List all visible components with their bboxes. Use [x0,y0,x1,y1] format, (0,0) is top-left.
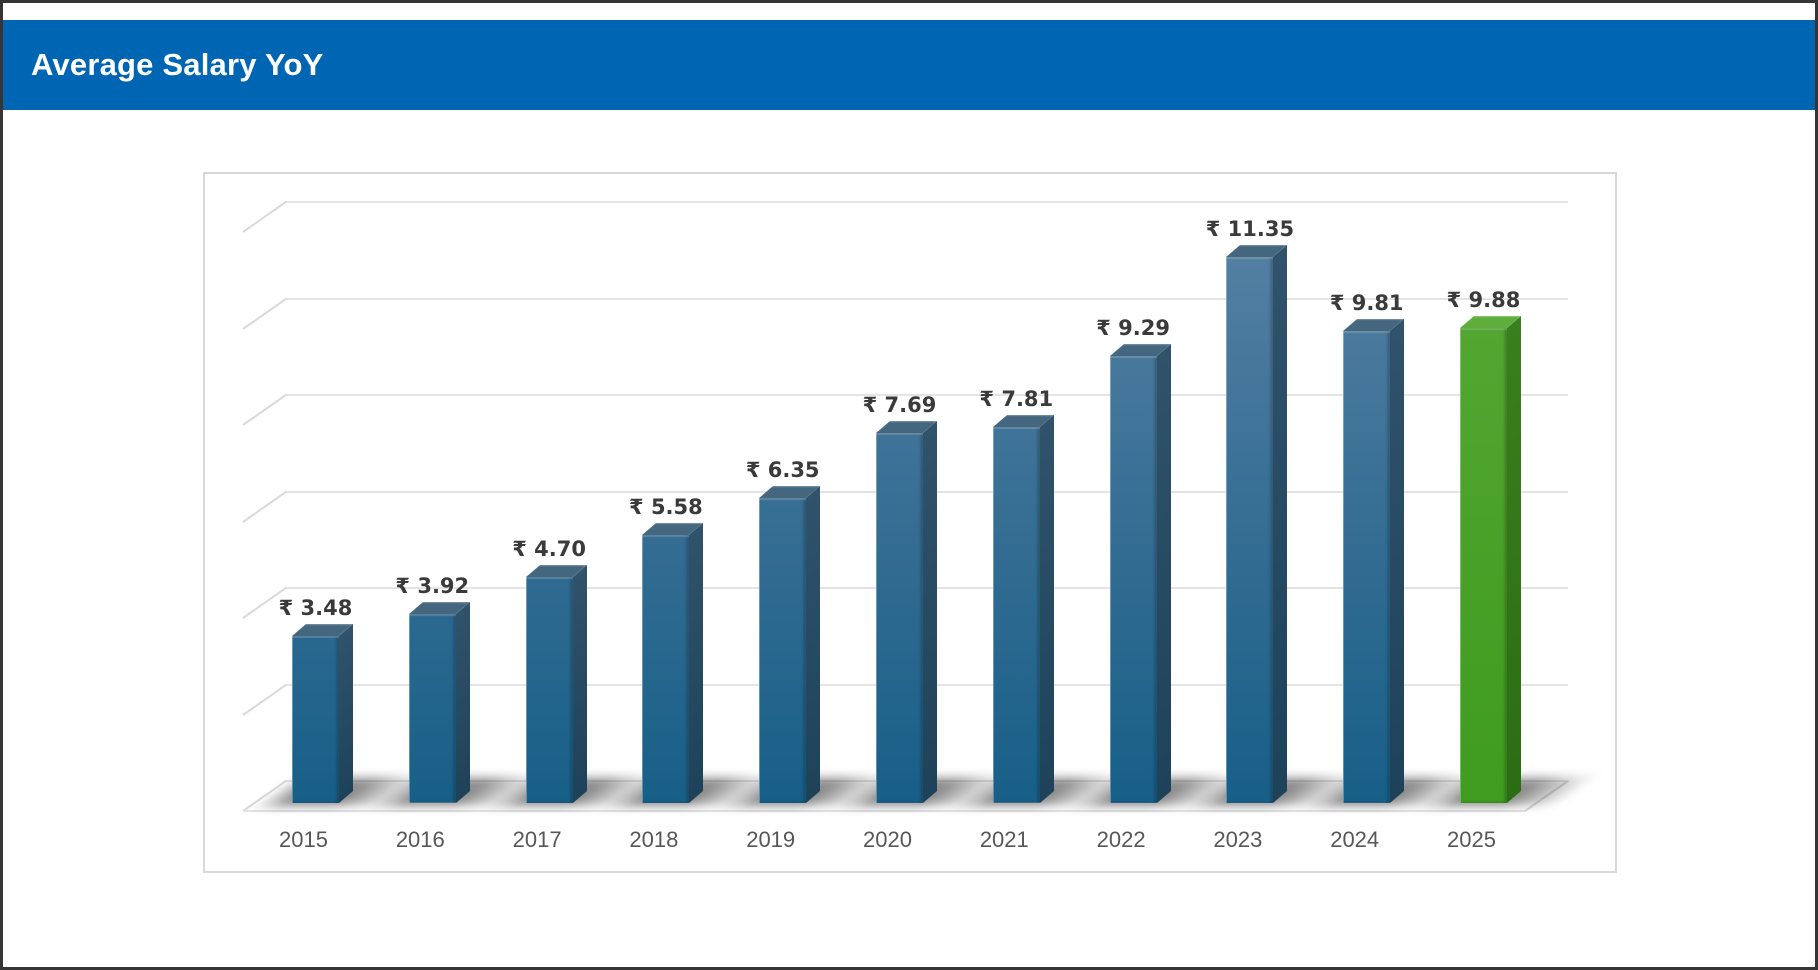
axis-label-2019: 2019 [746,827,796,852]
value-label-2020: ₹ 7.69 [862,393,937,418]
bar-2023[interactable] [1226,257,1274,803]
bar-2018[interactable] [642,534,690,803]
value-label-2021: ₹ 7.81 [979,387,1054,412]
value-label-2022: ₹ 9.29 [1096,316,1170,341]
axis-label-2016: 2016 [395,827,445,852]
bar-side-2017 [572,564,587,803]
axis-label-2022: 2022 [1096,827,1146,852]
bar-side-2018 [689,522,704,803]
gridline [286,394,1568,396]
bar-side-2025 [1507,315,1521,803]
bar-2022[interactable] [1109,356,1157,803]
bar-side-2023 [1273,245,1288,803]
bar-side-2019 [806,485,821,803]
bar-2020[interactable] [876,433,923,803]
bar-2024[interactable] [1343,331,1391,803]
axis-label-2018: 2018 [629,827,679,852]
value-label-2024: ₹ 9.81 [1329,291,1404,316]
axis-label-2020: 2020 [863,827,912,852]
bar-side-2021 [1039,415,1054,803]
axis-label-2021: 2021 [979,827,1029,852]
value-label-2023: ₹ 11.35 [1205,217,1295,242]
value-label-2018: ₹ 5.58 [629,494,703,519]
bar-side-2020 [923,421,937,803]
bar-2025[interactable] [1460,327,1507,803]
value-label-2016: ₹ 3.92 [395,574,470,599]
header-bar: Average Salary YoY [3,20,1815,110]
value-label-2025: ₹ 9.88 [1446,287,1521,312]
axis-label-2024: 2024 [1330,827,1380,852]
value-label-2017: ₹ 4.70 [512,536,586,561]
gridline [286,201,1568,203]
bar-side-2015 [339,623,353,803]
bar-side-2016 [455,602,470,803]
gridline [286,297,1568,300]
bar-2016[interactable] [408,614,456,803]
bar-2017[interactable] [525,576,573,803]
bar-2015[interactable] [292,635,339,803]
floor-front-edge [243,810,1525,812]
bar-side-2024 [1390,319,1405,803]
axis-label-2015: 2015 [279,827,328,852]
bar-2019[interactable] [759,497,807,803]
bar-2021[interactable] [992,427,1040,803]
page-title: Average Salary YoY [31,47,324,82]
axis-label-2025: 2025 [1447,827,1496,852]
axis-label-2023: 2023 [1213,827,1263,852]
value-label-2019: ₹ 6.35 [745,457,820,482]
value-label-2015: ₹ 3.48 [278,595,353,620]
bar-side-2022 [1156,344,1171,803]
axis-label-2017: 2017 [512,827,562,852]
